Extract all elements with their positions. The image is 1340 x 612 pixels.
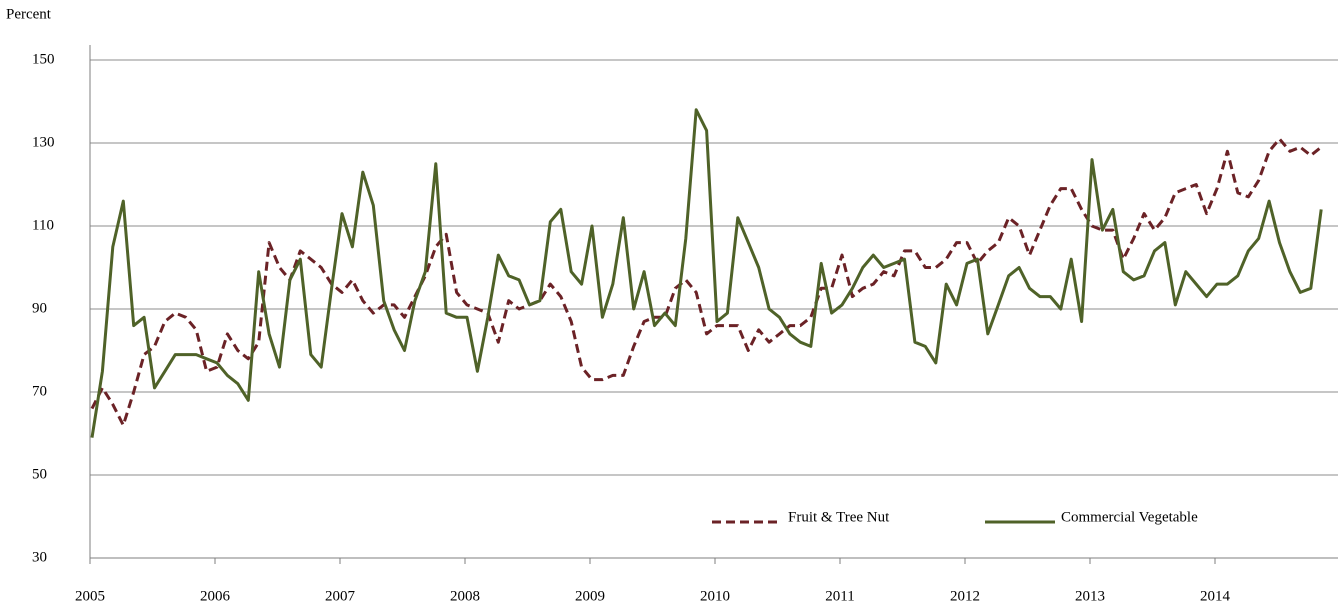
x-tick-label: 2014 — [1200, 588, 1231, 604]
y-tick-label: 70 — [32, 383, 47, 399]
legend-label: Commercial Vegetable — [1061, 509, 1198, 525]
y-tick-label: 30 — [32, 549, 47, 565]
x-tick-label: 2007 — [325, 588, 356, 604]
y-tick-label: 110 — [32, 217, 54, 233]
series-line — [90, 137, 1323, 427]
legend-label: Fruit & Tree Nut — [788, 509, 890, 525]
x-tick-label: 2005 — [75, 588, 105, 604]
x-tick-label: 2008 — [450, 588, 480, 604]
x-tick-label: 2010 — [700, 588, 730, 604]
x-tick-label: 2006 — [200, 588, 231, 604]
y-tick-label: 150 — [32, 51, 55, 67]
x-tick-label: 2013 — [1075, 588, 1105, 604]
y-axis-label: Percent — [6, 6, 52, 22]
y-tick-label: 90 — [32, 300, 47, 316]
x-tick-label: 2012 — [950, 588, 980, 604]
series-line — [90, 108, 1323, 438]
y-tick-label: 130 — [32, 134, 55, 150]
y-tick-label: 50 — [32, 466, 47, 482]
x-tick-label: 2011 — [825, 588, 854, 604]
x-tick-label: 2009 — [575, 588, 605, 604]
